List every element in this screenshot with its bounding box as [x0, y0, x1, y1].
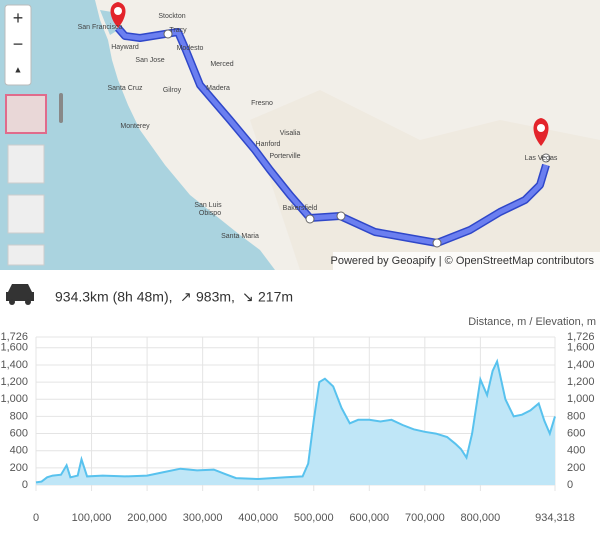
y-tick-label: 0 — [22, 479, 28, 491]
city-label: San Jose — [135, 57, 164, 64]
city-label: Hanford — [256, 141, 281, 148]
descent-icon: ↘ — [242, 289, 254, 305]
x-tick-label: 400,000 — [238, 512, 278, 524]
city-label: Madera — [206, 85, 230, 92]
waypoint — [163, 29, 173, 39]
waypoints — [163, 29, 551, 248]
x-tick-label: 934,318 — [535, 512, 575, 524]
y-tick-label: 800 — [10, 410, 28, 422]
ascent-icon: ↗ — [180, 289, 192, 305]
y-tick-label: 1,200 — [0, 376, 28, 388]
map: Stockton Tracy Modesto San Jose Hayward Merce… — [0, 0, 600, 270]
city-label: Visalia — [280, 130, 301, 137]
waypoint — [432, 238, 442, 248]
map-labels: Stockton Tracy Modesto San Jose Hayward Merce… — [78, 13, 558, 240]
compass[interactable]: ▲ — [14, 64, 23, 74]
y-tick-label: 1,000 — [0, 393, 28, 405]
wheel — [9, 299, 15, 305]
summary: 934.3km (8h 48m), ↗ 983m, ↘ 217m — [6, 284, 293, 305]
layer-thumb[interactable] — [7, 144, 45, 184]
city-label: San Luis — [194, 202, 222, 209]
bay — [100, 10, 118, 35]
city-label: Santa Maria — [221, 233, 259, 240]
car-icon — [6, 284, 34, 301]
city-label: Monterey — [120, 123, 150, 130]
zoom-control — [4, 4, 32, 86]
ascent: 983m, — [196, 289, 235, 305]
x-tick-label: 100,000 — [72, 512, 112, 524]
wheel — [25, 299, 31, 305]
y2-tick-label: 1,600 — [567, 342, 595, 354]
y2-tick-label: 800 — [567, 410, 585, 422]
city-label: Modesto — [177, 45, 204, 52]
city-label: Gilroy — [163, 87, 182, 94]
layer-thumb[interactable] — [7, 194, 45, 234]
x-tick-label: 500,000 — [294, 512, 334, 524]
y-tick-label: 1,600 — [0, 342, 28, 354]
distance: 934.3km (8h 48m), — [55, 289, 173, 305]
city-label: Santa Cruz — [107, 85, 143, 92]
pin-dot — [114, 7, 122, 15]
chart-title: Distance, m / Elevation, m — [468, 316, 596, 328]
descent: 217m — [258, 289, 293, 305]
city-label: Stockton — [158, 13, 185, 20]
elevation-line — [35, 358, 556, 484]
attribution: Powered by Geoapify | © OpenStreetMap co… — [331, 255, 595, 267]
city-label: Tracy — [169, 27, 187, 34]
x-tick-label: 800,000 — [461, 512, 501, 524]
waypoint — [541, 153, 551, 163]
y-tick-label: 1,726 — [0, 331, 28, 343]
zoom-in[interactable]: + — [13, 8, 24, 28]
y2-tick-label: 0 — [567, 479, 573, 491]
y-tick-label: 400 — [10, 445, 28, 457]
city-label: Merced — [210, 61, 233, 68]
x-tick-label: 300,000 — [183, 512, 223, 524]
layer-thumb[interactable] — [5, 94, 47, 134]
x-tick-label: 600,000 — [349, 512, 389, 524]
x-tick-label: 0 — [33, 512, 39, 524]
x-tick-label: 200,000 — [127, 512, 167, 524]
city-label: Obispo — [199, 210, 221, 217]
city-label: Fresno — [251, 100, 273, 107]
y2-tick-label: 1,400 — [567, 359, 595, 371]
area-fill — [36, 361, 555, 485]
pin-dot — [537, 124, 545, 132]
city-label: Hayward — [111, 44, 139, 51]
y-tick-label: 200 — [10, 462, 28, 474]
layer-thumb[interactable] — [7, 244, 45, 266]
y-tick-label: 600 — [10, 427, 28, 439]
waypoint — [305, 214, 315, 224]
y2-tick-label: 200 — [567, 462, 585, 474]
y2-tick-label: 400 — [567, 445, 585, 457]
y2-tick-label: 1,726 — [567, 331, 595, 343]
zoom-out[interactable]: − — [13, 34, 24, 54]
terrain — [250, 90, 600, 270]
waypoint — [336, 211, 346, 221]
scrollbar[interactable] — [59, 93, 63, 123]
attribution-bg — [333, 252, 600, 270]
y2-tick-label: 1,200 — [567, 376, 595, 388]
y2-tick-label: 600 — [567, 427, 585, 439]
city-label: San Francisco — [78, 24, 123, 31]
city-label: Porterville — [269, 153, 300, 160]
y-tick-label: 1,400 — [0, 359, 28, 371]
city-label: Las Vegas — [525, 155, 558, 162]
ocean — [0, 0, 275, 270]
y2-tick-label: 1,000 — [567, 393, 595, 405]
city-label: Bakersfield — [283, 205, 318, 212]
x-tick-label: 700,000 — [405, 512, 445, 524]
